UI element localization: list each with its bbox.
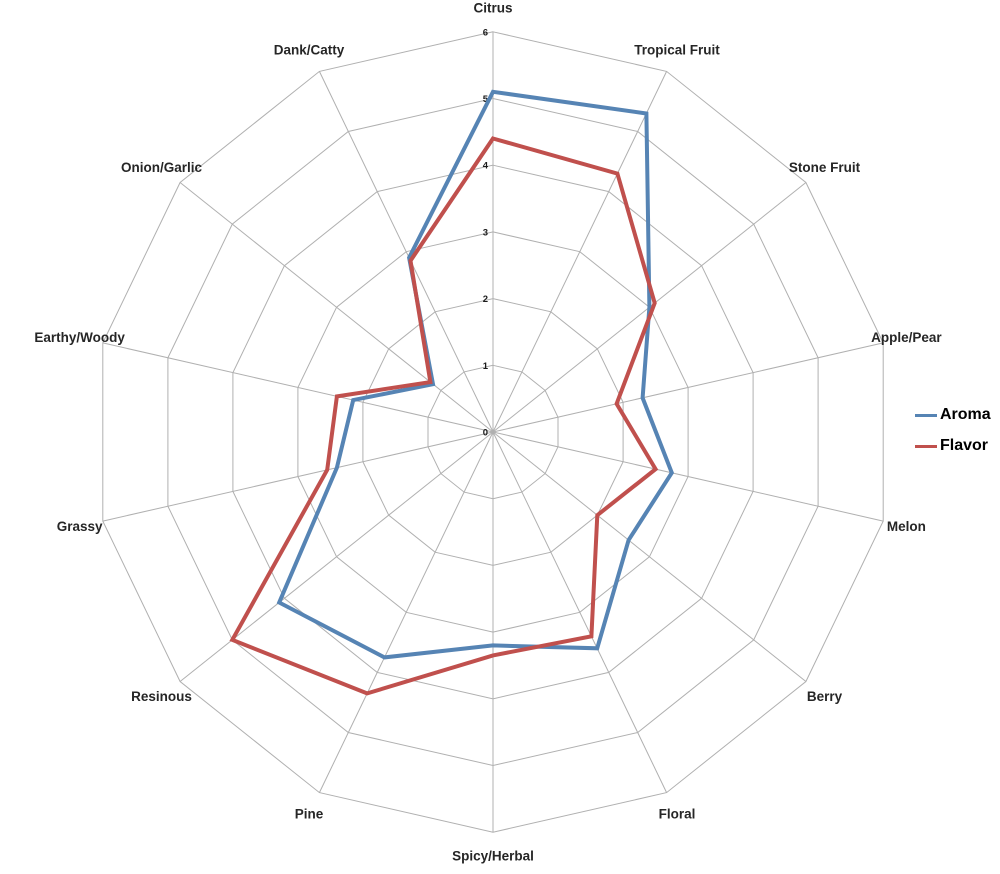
axis-spoke: [102, 431, 494, 522]
legend-item-flavor: Flavor: [915, 437, 991, 455]
tick-label: 1: [483, 361, 489, 372]
tick-label: 3: [483, 227, 488, 238]
legend-label-flavor: Flavor: [940, 437, 989, 454]
category-label: Spicy/Herbal: [452, 849, 534, 864]
axis-spoke: [492, 342, 884, 433]
tick-label: 6: [483, 27, 488, 38]
aroma-line-swatch-icon: [915, 413, 937, 417]
category-label: Pine: [295, 807, 324, 822]
category-label: Earthy/Woody: [34, 330, 125, 345]
category-label: Apple/Pear: [871, 330, 942, 345]
category-label: Citrus: [473, 1, 512, 16]
category-label: Melon: [887, 519, 926, 534]
flavor-line-swatch-icon: [915, 444, 937, 448]
axis-spoke: [318, 71, 494, 433]
axis-spoke: [318, 431, 494, 793]
category-label: Resinous: [131, 689, 192, 704]
axis-spoke: [102, 342, 494, 433]
category-label: Tropical Fruit: [634, 43, 720, 58]
axis-spoke: [492, 431, 884, 522]
tick-label: 0: [483, 428, 488, 439]
category-label: Onion/Garlic: [121, 160, 203, 175]
legend-item-aroma: Aroma: [915, 406, 991, 424]
axis-spoke: [179, 182, 494, 433]
category-label: Stone Fruit: [789, 160, 861, 175]
series-polygon-aroma: [276, 89, 675, 660]
chart-legend: Aroma Flavor: [915, 406, 991, 468]
category-label: Floral: [659, 807, 696, 822]
category-label: Berry: [807, 689, 843, 704]
axis-spoke: [492, 71, 668, 433]
tick-label: 4: [483, 161, 489, 172]
series-polygon-flavor: [229, 136, 659, 696]
category-label: Grassy: [57, 519, 103, 534]
tick-label: 5: [483, 94, 489, 105]
axis-spoke: [492, 431, 668, 793]
legend-label-aroma: Aroma: [940, 406, 991, 423]
tick-label: 2: [483, 294, 488, 305]
axis-spoke: [492, 431, 807, 682]
category-label: Dank/Catty: [274, 43, 345, 58]
